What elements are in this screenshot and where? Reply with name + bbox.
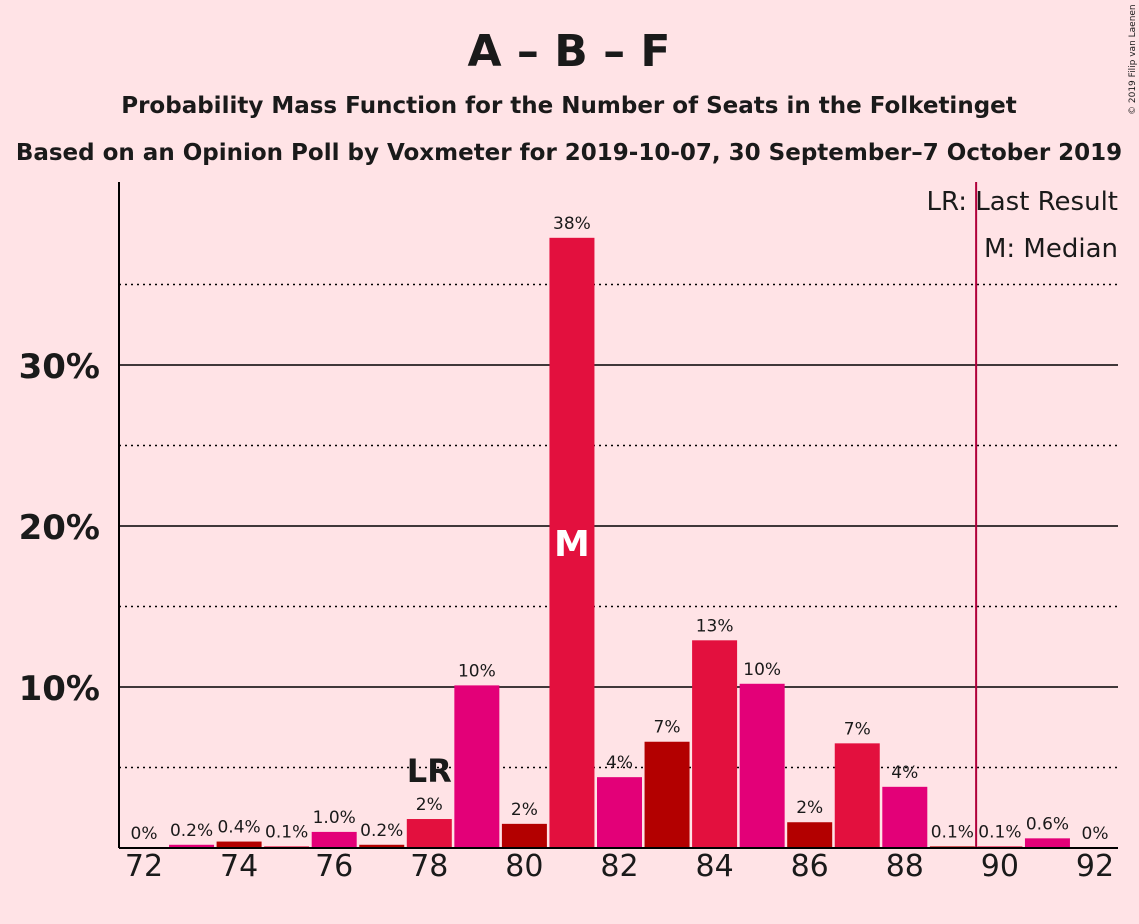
legend-last-result: LR: Last Result [926, 187, 1118, 217]
bar-value-label: 38% [553, 214, 591, 234]
bar [1024, 838, 1070, 848]
bar-value-label: 2% [511, 800, 538, 820]
chart-subtitle: Probability Mass Function for the Number… [121, 93, 1017, 119]
bar-value-label: 0% [1082, 824, 1109, 844]
bar-value-label: 7% [844, 719, 871, 739]
bar [501, 823, 547, 848]
bar [359, 844, 405, 848]
data-labels: 0% 0.2% 0.4% 0.1%1.0%0.2%2%LR10%2%38%M4%7%1… [131, 214, 1109, 844]
x-tick-label: 84 [696, 849, 734, 884]
bar-value-label: 0.1% [931, 822, 974, 842]
bar [169, 844, 215, 848]
chart-title: A – B – F [468, 26, 671, 77]
bar-value-label: 0.2% [170, 821, 213, 841]
bar-value-label: 0.1% [978, 822, 1021, 842]
legend-median: M: Median [984, 234, 1118, 264]
bar [311, 831, 357, 848]
bar-value-label: 4% [891, 763, 918, 783]
bar-value-label: 0.2% [360, 821, 403, 841]
bar [787, 822, 833, 848]
bar-value-label: 2% [416, 795, 443, 815]
bar-value-label: 0.6% [1026, 814, 1069, 834]
y-tick-label: 20% [19, 508, 100, 548]
x-tick-label: 92 [1076, 849, 1114, 884]
last-result-marker: LR [407, 752, 452, 790]
x-tick-label: 76 [315, 849, 353, 884]
bar-value-label: 13% [696, 616, 734, 636]
x-tick-label: 74 [220, 849, 258, 884]
median-marker: M [554, 524, 590, 565]
bar [834, 743, 880, 848]
bar [216, 841, 262, 848]
grid [119, 283, 1118, 769]
axes: 72 74 76 78 80 82 84 86 88 90 92 10% 20% 30% [19, 182, 1118, 884]
chart-subtitle-2: Based on an Opinion Poll by Voxmeter for… [16, 140, 1122, 166]
bar [644, 741, 690, 848]
bar [454, 685, 500, 848]
x-tick-label: 80 [505, 849, 543, 884]
bar-value-label: 7% [654, 718, 681, 738]
y-tick-label: 10% [19, 669, 100, 709]
x-tick-label: 90 [981, 849, 1019, 884]
bar-value-label: 0% [131, 824, 158, 844]
bar [692, 640, 738, 848]
x-tick-label: 86 [791, 849, 829, 884]
bar-value-label: 2% [796, 798, 823, 818]
bar [882, 786, 928, 848]
bar-value-label: 0.4% [217, 818, 260, 838]
bar [406, 819, 452, 848]
bar-value-label: 10% [458, 661, 496, 681]
x-tick-label: 78 [410, 849, 448, 884]
y-tick-label: 30% [19, 347, 100, 387]
bar [597, 777, 642, 848]
bar [549, 237, 595, 848]
x-tick-label: 82 [600, 849, 638, 884]
bar-value-label: 4% [606, 753, 633, 773]
x-tick-label: 72 [125, 849, 163, 884]
bar-value-label: 10% [743, 660, 781, 680]
copyright-note: © 2019 Filip van Laenen [1128, 4, 1138, 115]
bar-value-label: 0.1% [265, 822, 308, 842]
bars [169, 237, 1070, 848]
x-tick-label: 88 [886, 849, 924, 884]
bar [739, 683, 785, 848]
bar-value-label: 1.0% [313, 808, 356, 828]
